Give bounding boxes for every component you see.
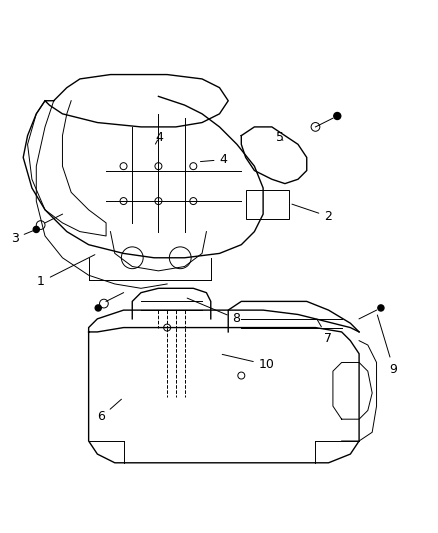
- Circle shape: [333, 112, 340, 119]
- Text: 6: 6: [97, 399, 121, 424]
- Text: 3: 3: [11, 230, 34, 245]
- Circle shape: [377, 305, 383, 311]
- Text: 2: 2: [291, 204, 331, 223]
- Text: 7: 7: [316, 319, 332, 345]
- Text: 9: 9: [377, 315, 396, 376]
- Bar: [245, 190, 289, 219]
- Text: 4: 4: [200, 153, 227, 166]
- Text: 1: 1: [37, 255, 95, 288]
- Circle shape: [33, 227, 39, 232]
- Text: 5: 5: [276, 131, 283, 144]
- Circle shape: [95, 305, 101, 311]
- Text: 10: 10: [222, 354, 274, 371]
- Text: 8: 8: [187, 298, 240, 325]
- Text: 4: 4: [155, 131, 162, 144]
